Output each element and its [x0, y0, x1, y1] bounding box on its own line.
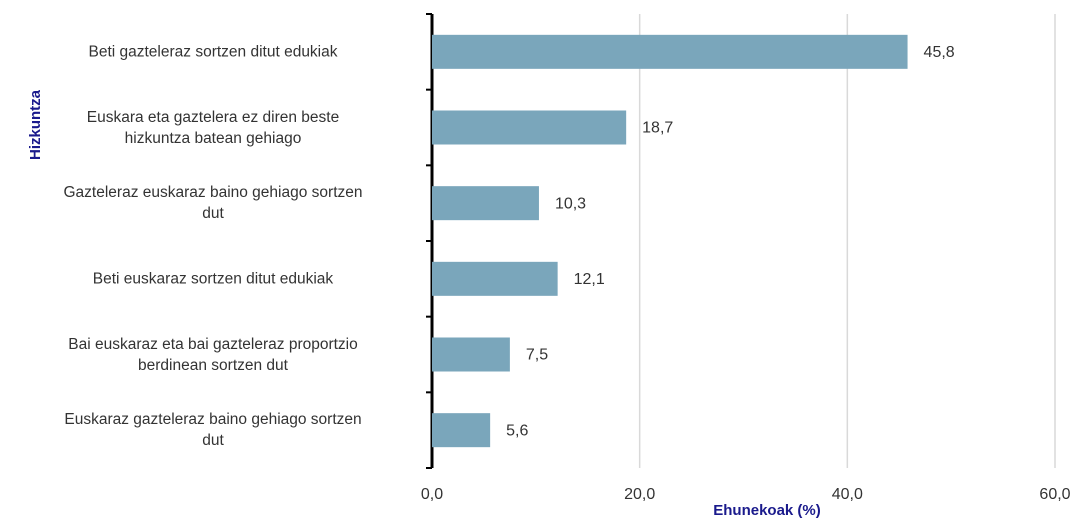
y-tick-label: Beti euskaraz sortzen ditut edukiak: [92, 270, 334, 288]
x-tick-label: 60,0: [1039, 486, 1070, 503]
x-tick-label: 40,0: [832, 486, 863, 503]
y-tick-label: Euskaraz gazteleraz baino gehiago sortze…: [64, 411, 362, 450]
y-tick-label: Euskara eta gaztelera ez diren beste hiz…: [86, 108, 340, 147]
value-label: 18,7: [642, 120, 673, 137]
bar: [432, 337, 510, 372]
value-label: 5,6: [506, 422, 528, 439]
value-label: 12,1: [574, 271, 605, 288]
y-tick-label: Bai euskaraz eta bai gazteleraz proportz…: [68, 335, 358, 374]
y-tick-label: Gazteleraz euskaraz baino gehiago sortze…: [63, 184, 363, 223]
x-axis-title: Ehunekoak (%): [713, 502, 821, 519]
bar: [432, 110, 627, 145]
value-label: 10,3: [555, 195, 586, 212]
y-axis-title: Hizkuntza: [27, 89, 44, 160]
bar: [432, 34, 908, 69]
value-label: 7,5: [526, 347, 548, 364]
x-tick-label: 20,0: [624, 486, 655, 503]
y-tick-label: Beti gazteleraz sortzen ditut edukiak: [88, 43, 338, 61]
bar: [432, 186, 539, 221]
value-label: 45,8: [924, 44, 955, 61]
bar: [432, 413, 491, 448]
x-tick-label: 0,0: [421, 486, 443, 503]
bar: [432, 261, 558, 296]
